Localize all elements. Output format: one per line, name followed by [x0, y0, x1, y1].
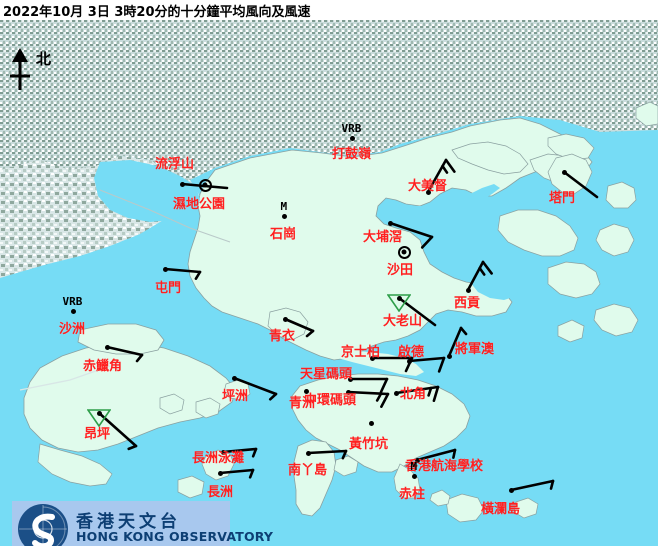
- wind-barb-layer: [97, 158, 599, 492]
- wind-barb: [388, 221, 434, 249]
- wind-barb: [407, 356, 446, 373]
- station-name-label: 北角: [400, 387, 427, 402]
- station-name-label: 坪洲: [222, 389, 249, 404]
- station-dot-marker[interactable]: [104, 344, 110, 350]
- station-dot-marker[interactable]: [217, 470, 223, 476]
- station-dot-marker[interactable]: [396, 295, 402, 301]
- north-arrow: 北: [6, 46, 66, 92]
- wind-barb: [97, 411, 138, 451]
- wind-barb: [348, 377, 389, 394]
- station-name-label: 石崗: [270, 227, 297, 242]
- station-name-label: 昂坪: [84, 427, 111, 442]
- wind-barb: [283, 317, 315, 338]
- page-title: 2022年10月 3日 3時20分的十分鐘平均風向及風速: [3, 5, 311, 20]
- station-code-label: VRB: [62, 295, 83, 308]
- wind-barb: [562, 170, 599, 199]
- station-code-label: M: [410, 460, 418, 473]
- station-dot-marker[interactable]: [96, 410, 102, 416]
- hko-logo: 香港天文台 HONG KONG OBSERVATORY: [12, 501, 273, 546]
- station-dot-marker[interactable]: [446, 353, 452, 359]
- station-dot-marker[interactable]: [282, 316, 288, 322]
- station-name-label: 打鼓嶺: [332, 147, 372, 162]
- station-code-label: VRB: [341, 122, 362, 135]
- station-name-label: 啟德: [398, 345, 425, 360]
- logo-chinese-name: 香港天文台: [76, 512, 181, 532]
- station-dot-marker[interactable]: [465, 287, 471, 293]
- station-name-label: 京士柏: [341, 345, 381, 360]
- station-name-label: 黃竹坑: [349, 437, 389, 452]
- wind-barb: [163, 267, 202, 280]
- station-dot-marker[interactable]: [414, 457, 420, 463]
- station-name-label: 沙洲: [59, 322, 86, 337]
- station-code-label: M: [280, 200, 288, 213]
- map-geography: [0, 20, 658, 546]
- wind-barb: [221, 447, 258, 458]
- station-name-label: 天星碼頭: [300, 367, 353, 382]
- station-name-label: 大埔滘: [363, 230, 403, 245]
- wind-barb: [447, 326, 468, 358]
- station-dot-marker[interactable]: [281, 213, 287, 219]
- station-dot-marker[interactable]: [411, 473, 417, 479]
- station-name-label: 南丫島: [288, 463, 328, 478]
- station-name-label: 橫瀾島: [481, 502, 521, 517]
- wind-barb: [394, 385, 440, 403]
- station-name-label: 大美督: [408, 179, 448, 194]
- station-name-label: 青衣: [269, 329, 296, 344]
- station-dot-marker[interactable]: [369, 355, 375, 361]
- wind-barb: [466, 260, 493, 292]
- station-name-label: 長洲: [207, 485, 234, 500]
- station-dot-marker[interactable]: [179, 181, 185, 187]
- station-dot-marker[interactable]: [508, 487, 514, 493]
- station-name-label: 西貢: [454, 296, 481, 311]
- station-name-label: 中環碼頭: [304, 393, 357, 408]
- station-bullseye-marker[interactable]: [198, 178, 212, 192]
- station-name-label: 流浮山: [155, 157, 195, 172]
- wind-barb: [509, 479, 555, 492]
- map-canvas[interactable]: 打鼓嶺 VRB 流浮山濕地公園石崗 M 大美督塔門大埔滘沙田屯門沙洲 VRB 赤鱲角 西貢大老…: [0, 20, 658, 546]
- station-name-label: 塔門: [549, 191, 576, 206]
- station-dot-marker[interactable]: [162, 266, 168, 272]
- station-dot-marker[interactable]: [561, 169, 567, 175]
- station-dot-marker[interactable]: [387, 220, 393, 226]
- wind-barb: [218, 468, 255, 479]
- station-name-label: 香港航海學校: [405, 459, 484, 474]
- hko-swirl-logo-icon: [18, 504, 68, 546]
- station-dot-marker[interactable]: [349, 135, 355, 141]
- wind-barb: [105, 345, 144, 363]
- station-dot-marker[interactable]: [393, 390, 399, 396]
- station-dot-marker[interactable]: [368, 420, 374, 426]
- station-dot-marker[interactable]: [345, 389, 351, 395]
- station-name-label: 屯門: [155, 281, 182, 296]
- north-label: 北: [36, 50, 52, 68]
- station-triangle-marker[interactable]: [87, 409, 111, 427]
- station-name-label: 濕地公園: [173, 197, 226, 212]
- title-bar: 2022年10月 3日 3時20分的十分鐘平均風向及風速: [0, 0, 658, 20]
- station-name-label: 青洲: [289, 396, 316, 411]
- wind-barb: [306, 449, 348, 460]
- wind-barb: [426, 158, 456, 194]
- wind-barb: [232, 376, 278, 401]
- wind-barb: [415, 448, 457, 462]
- station-dot-marker[interactable]: [305, 450, 311, 456]
- station-name-label: 將軍澳: [455, 342, 495, 357]
- north-arrow-icon: [10, 48, 30, 90]
- station-dot-marker[interactable]: [70, 308, 76, 314]
- station-dot-marker[interactable]: [406, 358, 412, 364]
- station-name-label: 長洲泳灘: [192, 451, 245, 466]
- station-bullseye-marker[interactable]: [397, 245, 411, 259]
- station-name-label: 赤柱: [399, 487, 426, 502]
- station-triangle-marker[interactable]: [387, 294, 411, 312]
- station-dot-marker[interactable]: [231, 375, 237, 381]
- station-name-label: 大老山: [383, 314, 423, 329]
- station-name-label: 赤鱲角: [83, 359, 123, 374]
- station-dot-marker[interactable]: [425, 189, 431, 195]
- wind-barb: [346, 390, 390, 408]
- logo-english-name: HONG KONG OBSERVATORY: [76, 529, 274, 544]
- station-dot-marker[interactable]: [347, 376, 353, 382]
- station-dot-marker[interactable]: [303, 388, 309, 394]
- station-dot-marker[interactable]: [220, 449, 226, 455]
- station-name-label: 沙田: [387, 263, 414, 278]
